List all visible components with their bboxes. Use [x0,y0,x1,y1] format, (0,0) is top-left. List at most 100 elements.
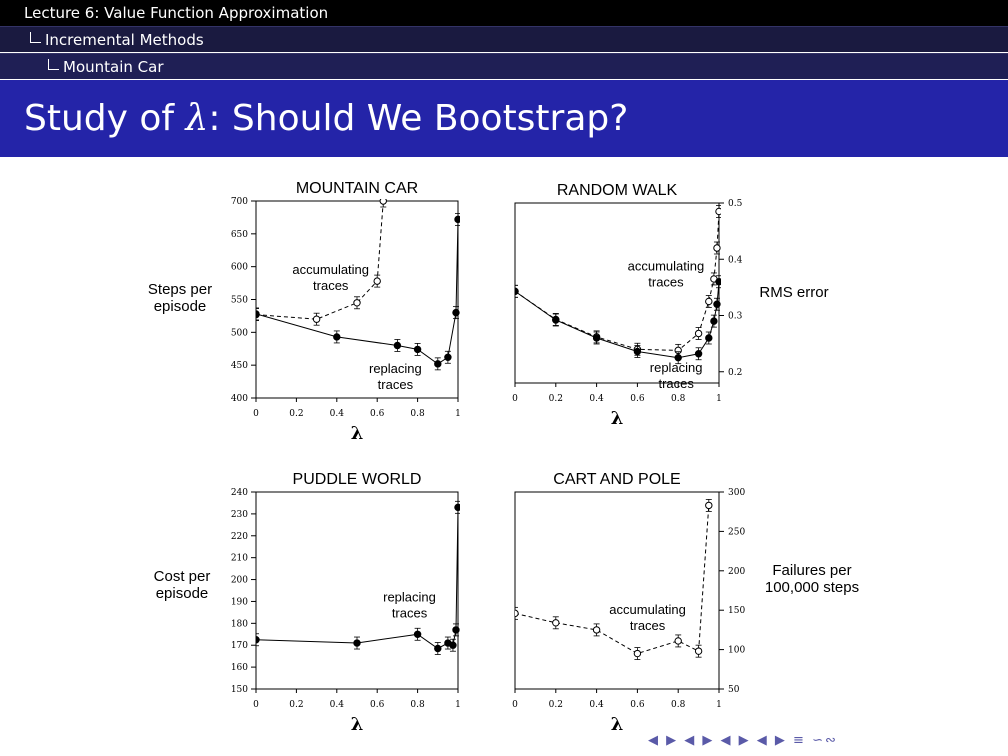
series-line [256,219,459,365]
data-point [713,300,721,308]
slide-title-prefix: Study of [24,98,186,139]
series-line [256,200,384,320]
data-point [312,315,321,323]
series-replacing-traces [256,500,460,655]
annotation: accumulating traces [292,262,369,293]
data-point [552,316,560,324]
annotation: accumulating traces [609,602,686,633]
breadcrumb-subsection-label: Mountain Car [63,58,164,76]
data-point [694,350,703,358]
chart-title: CART AND POLE [553,471,680,488]
breadcrumb-lecture[interactable]: Lecture 6: Value Function Approximation [0,0,1008,26]
data-point [705,297,713,306]
annotation: accumulating traces [628,259,705,290]
y-axis-label: Cost per episode [154,568,211,602]
x-tick-label: 0 [253,409,259,419]
y-tick-label: 210 [231,554,248,564]
data-point [633,649,642,658]
data-point [413,345,422,354]
data-point [552,619,560,627]
x-axis-label: λ [351,714,364,735]
series-line [256,507,459,650]
data-point [715,278,721,286]
y-tick-label: 700 [231,197,248,207]
y-tick-label: 200 [728,567,745,577]
x-tick-label: 0.2 [549,700,563,710]
x-tick-label: 0.2 [289,409,303,419]
chart-3: PUDDLE WORLD 0 0.2 0.4 0.6 0.8 1 λ 150 160 170 180 1… [154,471,461,735]
x-tick-label: 0.4 [589,700,604,710]
y-tick-label: 100 [728,646,745,656]
series-line [515,281,720,359]
y-tick-label: 240 [231,488,248,498]
x-tick-label: 1 [455,700,461,710]
plot-frame [255,491,459,690]
y-tick-label: 0.2 [728,368,742,378]
data-point [715,207,721,216]
y-tick-label: 150 [728,606,745,616]
x-tick-label: 0.8 [410,409,425,419]
data-point [694,647,703,655]
y-tick-label: 160 [231,663,248,673]
series-accumulating-traces [256,199,387,326]
slide-title-lambda: λ [185,98,209,139]
y-tick-label: 190 [231,597,248,607]
series-line [515,505,710,655]
breadcrumb-section-label: Incremental Methods [45,31,204,49]
data-point [452,626,460,634]
chart-4: CART AND POLE 0 0.2 0.4 0.6 0.8 1 λ 50 100 150 200 2… [512,471,859,735]
x-tick-label: 1 [455,409,461,419]
tree-corner-icon [30,32,41,43]
y-tick-label: 170 [231,641,248,651]
series-accumulating-traces [515,205,721,357]
data-point [256,636,260,644]
y-tick-label: 450 [231,361,248,371]
y-axis-label: RMS error [759,284,828,301]
x-tick-label: 0.2 [549,394,563,404]
data-point [694,329,703,338]
data-point [592,626,601,634]
x-tick-label: 0.8 [410,700,425,710]
y-tick-label: 250 [728,527,745,537]
data-point [454,215,460,224]
data-point [515,609,519,618]
data-point [454,503,460,512]
data-point [705,334,713,342]
data-point [633,347,642,356]
y-tick-label: 220 [231,532,248,542]
x-tick-label: 1 [716,394,722,404]
chart-title: PUDDLE WORLD [293,471,422,488]
x-tick-label: 0.4 [589,394,604,404]
x-tick-label: 0.8 [671,700,686,710]
x-tick-label: 0.2 [289,700,303,710]
data-point [592,334,601,342]
y-tick-label: 500 [231,328,248,338]
breadcrumb-section[interactable]: Incremental Methods [0,26,1008,52]
series-accumulating-traces [515,498,713,660]
y-tick-label: 0.5 [728,199,743,209]
y-tick-label: 0.4 [728,255,743,265]
breadcrumb-lecture-label: Lecture 6: Value Function Approximation [24,4,329,22]
y-tick-label: 230 [231,510,248,520]
data-point [434,360,442,368]
annotation: replacing traces [369,361,422,392]
x-tick-label: 0.4 [330,700,345,710]
x-tick-label: 0.6 [370,700,385,710]
data-point [434,644,442,653]
y-tick-label: 50 [728,685,740,695]
data-point [674,637,682,645]
x-tick-label: 0.6 [630,394,645,404]
data-point [449,641,457,649]
x-tick-label: 0.8 [671,394,686,404]
x-tick-label: 0 [253,700,259,710]
data-point [705,501,713,510]
data-point [353,639,361,647]
slide-title-suffix: : Should We Bootstrap? [208,98,629,139]
data-point [710,317,718,325]
beamer-navigation-controls[interactable]: ◀ ▶ ◀ ▶ ◀ ▶ ◀ ▶ ≡ ∽∾ [648,733,838,748]
data-point [333,333,341,341]
data-point [413,630,422,638]
breadcrumb-subsection[interactable]: Mountain Car [0,53,1008,79]
slide-title: Study of λ: Should We Bootstrap? [0,80,1008,157]
